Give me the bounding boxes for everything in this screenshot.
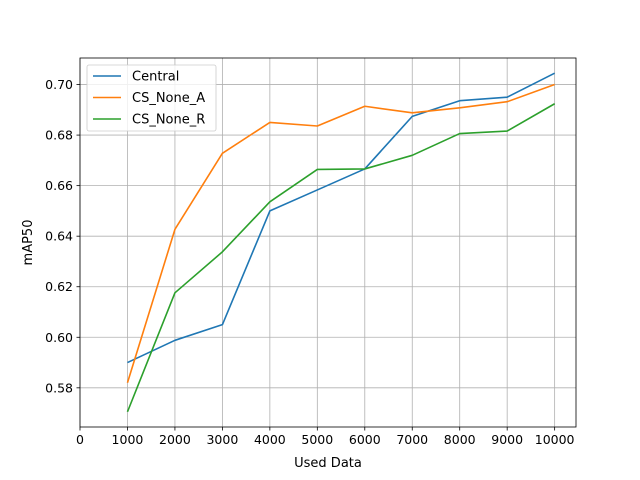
- x-tick-label: 4000: [254, 432, 286, 447]
- x-tick-label: 7000: [396, 432, 428, 447]
- series-lines: [126, 72, 556, 413]
- legend-label: CS_None_R: [132, 113, 205, 128]
- y-tick-label: 0.60: [45, 330, 73, 345]
- legend-label: Central: [132, 70, 179, 85]
- legend-box: [86, 64, 217, 132]
- y-tick-label: 0.62: [45, 279, 73, 294]
- x-tick-label: 0: [76, 432, 84, 447]
- x-tick-label: 8000: [444, 432, 476, 447]
- y-tick-label: 0.66: [45, 178, 73, 193]
- x-tick-label: 1000: [112, 432, 144, 447]
- legend: Central CS_None_A CS_None_R: [86, 64, 217, 132]
- y-axis-label: mAP50: [21, 220, 36, 266]
- x-axis-label: Used Data: [294, 456, 362, 471]
- series-line-cs-none-r: [126, 103, 556, 413]
- y-tick-label: 0.58: [45, 380, 73, 395]
- legend-label: CS_None_A: [132, 91, 205, 106]
- ticks: 0 1000 2000 3000 4000 5000 6000 7000 8000 9000 100…: [45, 77, 574, 447]
- series-line-cs-none-a: [126, 83, 555, 384]
- series-line-central: [127, 72, 556, 364]
- plot-frame: [79, 57, 577, 428]
- x-tick-label: 9000: [491, 432, 523, 447]
- x-tick-label: 3000: [206, 432, 238, 447]
- x-tick-label: 5000: [301, 432, 333, 447]
- x-tick-label: 2000: [159, 432, 191, 447]
- y-tick-label: 0.64: [45, 229, 73, 244]
- x-tick-label: 10000: [535, 432, 575, 447]
- x-tick-label: 6000: [349, 432, 381, 447]
- y-tick-label: 0.68: [45, 128, 73, 143]
- y-tick-label: 0.70: [45, 77, 73, 92]
